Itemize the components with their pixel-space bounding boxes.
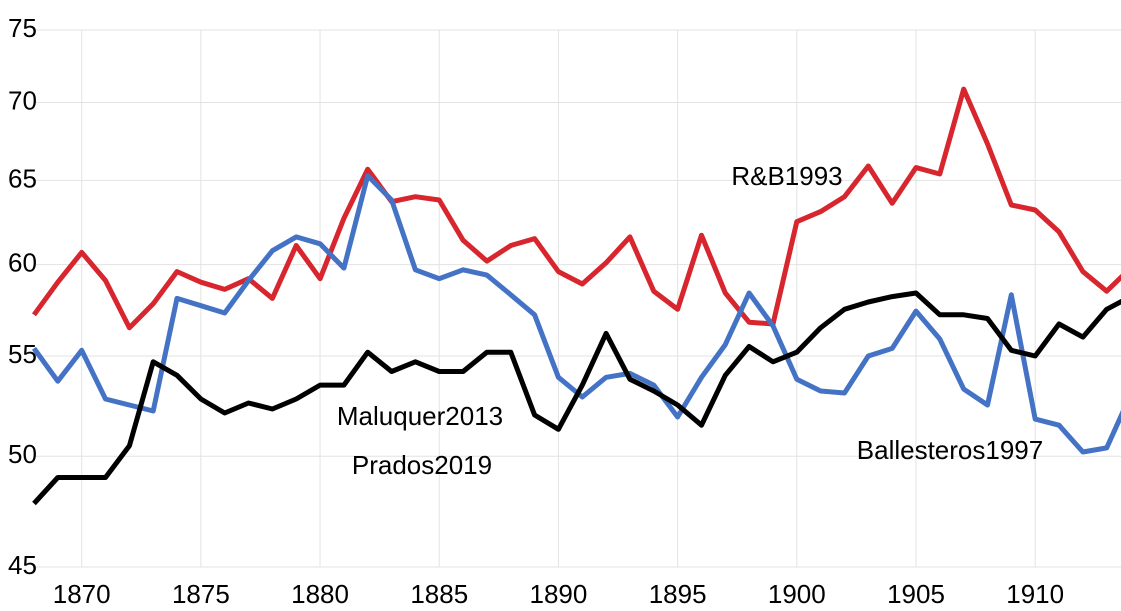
x-tick-label: 1895 [649, 579, 707, 609]
series-label: R&B1993 [731, 161, 842, 191]
x-tick-label: 1870 [53, 579, 111, 609]
series-label: Ballesteros1997 [857, 435, 1043, 465]
y-tick-label: 50 [8, 439, 37, 469]
x-tick-label: 1910 [1006, 579, 1064, 609]
series-label: Prados2019 [352, 450, 492, 480]
x-tick-label: 1875 [172, 579, 230, 609]
y-tick-label: 55 [8, 339, 37, 369]
x-tick-label: 1900 [768, 579, 826, 609]
series-line [32, 290, 1121, 506]
x-tick-label: 1880 [291, 579, 349, 609]
y-tick-label: 75 [8, 13, 37, 43]
y-tick-label: 60 [8, 247, 37, 277]
y-tick-label: 70 [8, 85, 37, 115]
x-tick-label: 1890 [530, 579, 588, 609]
x-tick-label: 1905 [887, 579, 945, 609]
y-tick-label: 45 [8, 550, 37, 580]
series-line [31, 173, 1121, 455]
series-line [31, 86, 1121, 331]
y-tick-label: 65 [8, 163, 37, 193]
annotation: Maluquer2013 [337, 401, 503, 431]
x-tick-label: 1885 [410, 579, 468, 609]
